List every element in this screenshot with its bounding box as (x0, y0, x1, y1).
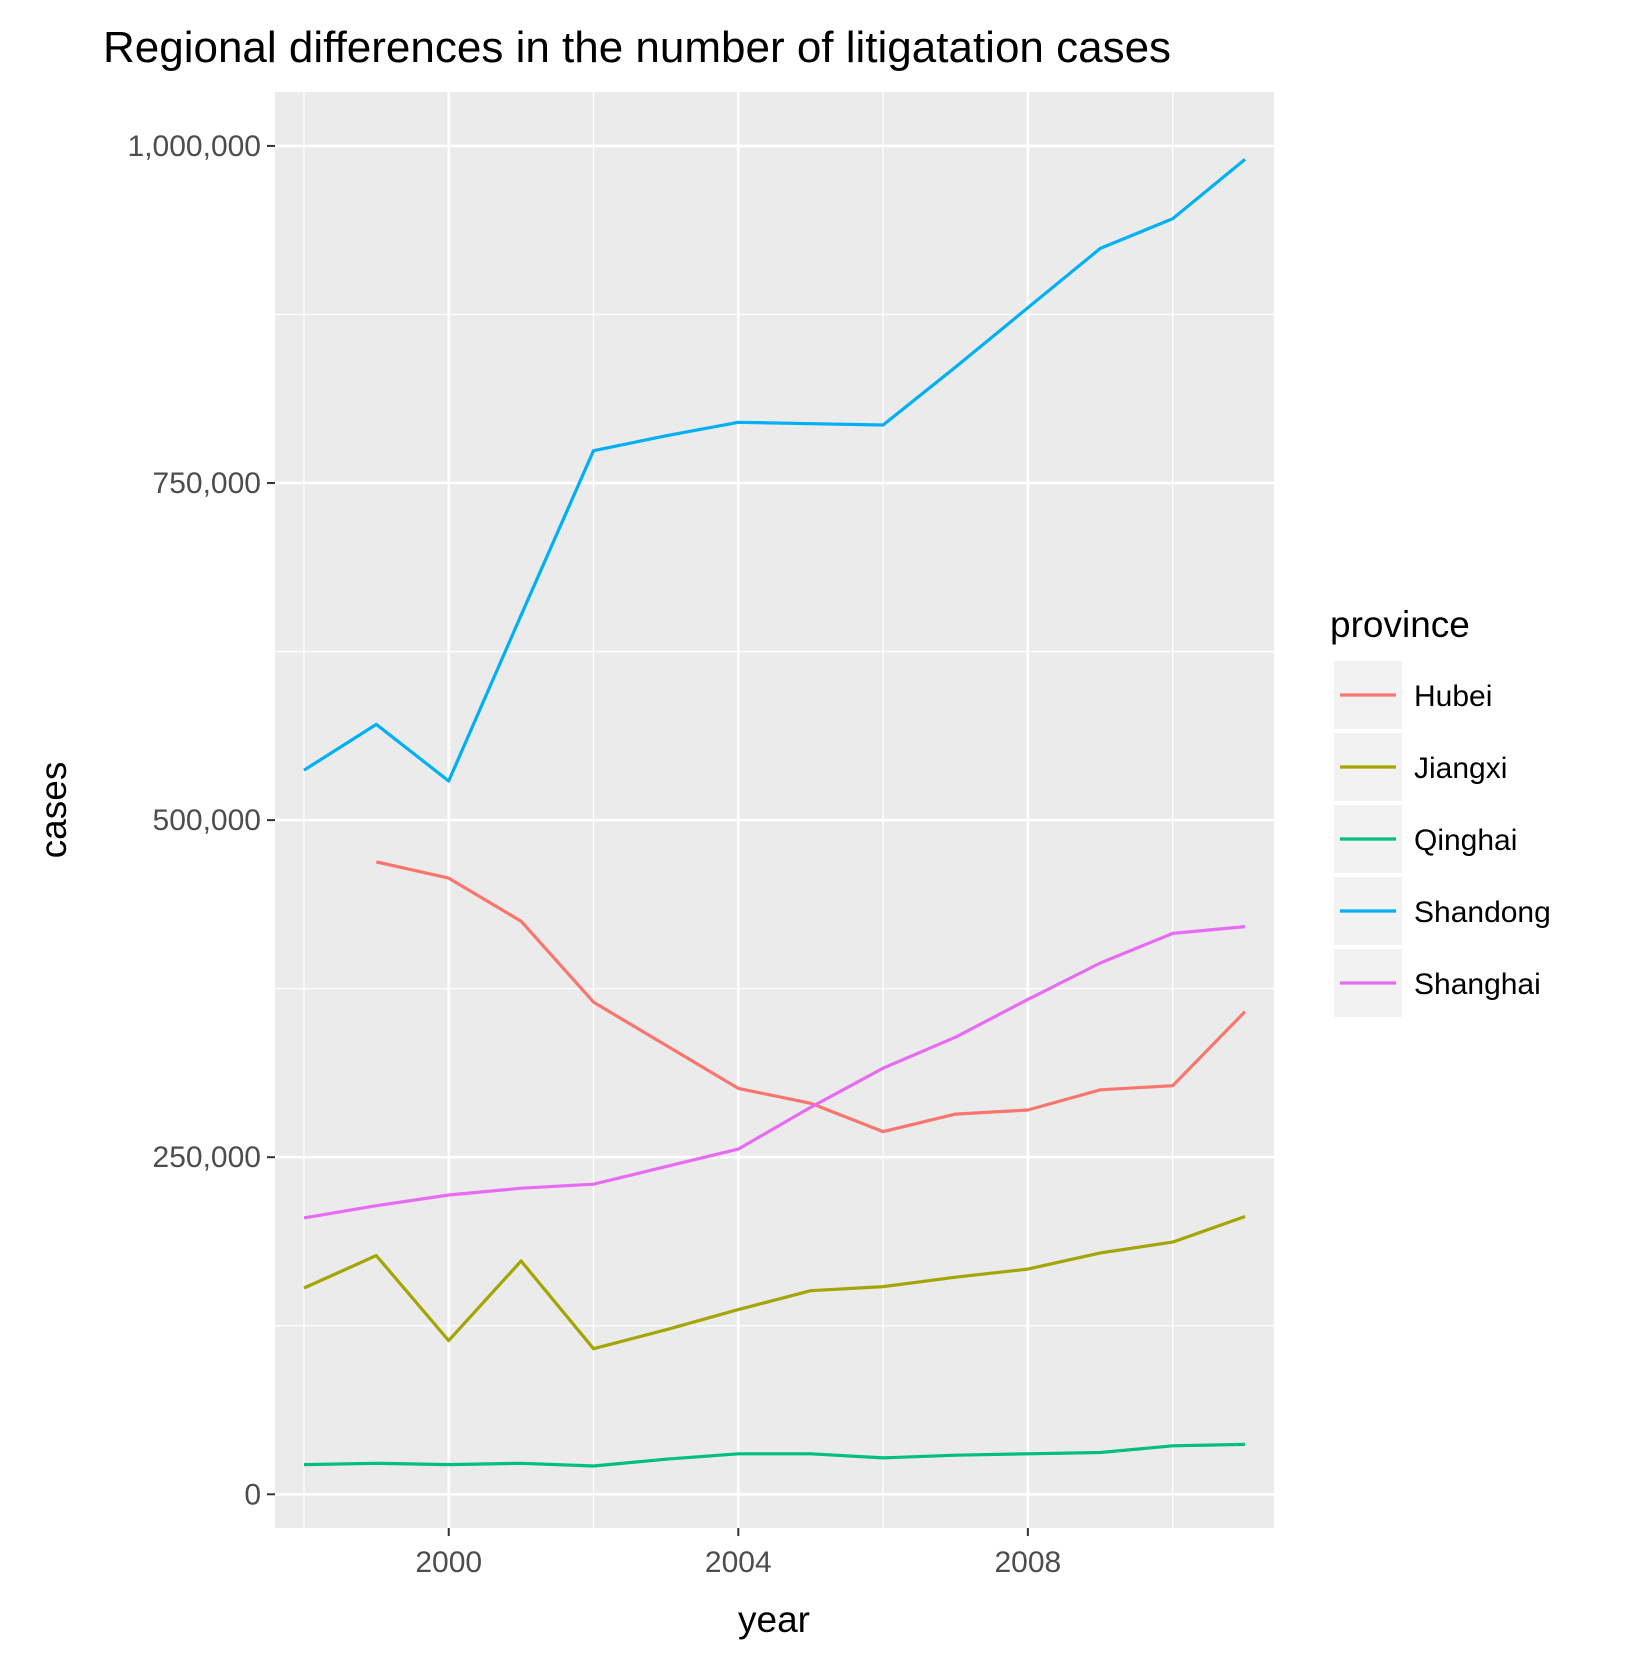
x-axis-title: year (738, 1599, 810, 1640)
series-line-hubei (375, 860, 1247, 1134)
x-tick-label: 2004 (705, 1546, 772, 1579)
legend-label-jiangxi: Jiangxi (1414, 752, 1507, 785)
legend-label-hubei: Hubei (1414, 680, 1492, 713)
series-lines (303, 158, 1247, 1468)
y-tick-label: 500,000 (153, 804, 261, 837)
plot-panel (275, 92, 1274, 1528)
x-tick-label: 2000 (415, 1546, 482, 1579)
minor-gridlines-x (303, 92, 1174, 1528)
series-line-jiangxi (303, 1214, 1246, 1351)
y-axis: 0 250,000 500,000 750,000 1,000,000 (128, 130, 275, 1511)
y-tick-label: 750,000 (153, 467, 261, 500)
minor-gridlines-y (275, 313, 1274, 1327)
y-tick-label: 1,000,000 (128, 130, 261, 163)
legend-keys: Hubei Jiangxi Qinghai Shandong Shanghai (1334, 661, 1551, 1017)
legend-label-shanghai: Shanghai (1414, 968, 1541, 1001)
chart-title: Regional differences in the number of li… (103, 23, 1171, 72)
x-axis: 2000 2004 2008 (415, 1528, 1061, 1579)
y-axis-title: cases (33, 762, 74, 859)
series-line-shanghai (303, 925, 1246, 1220)
legend-label-qinghai: Qinghai (1414, 824, 1517, 857)
series-line-shandong (303, 158, 1247, 783)
major-gridlines-y (275, 144, 1274, 1496)
legend-label-shandong: Shandong (1414, 896, 1551, 929)
y-tick-label: 0 (244, 1478, 261, 1511)
legend: province Hubei Jiangxi Qinghai Shandong Shan… (1330, 604, 1551, 1017)
y-tick-label: 250,000 (153, 1141, 261, 1174)
legend-title: province (1330, 604, 1470, 645)
series-line-qinghai (303, 1442, 1246, 1468)
x-tick-label: 2008 (994, 1546, 1061, 1579)
major-gridlines-x (447, 92, 1030, 1528)
